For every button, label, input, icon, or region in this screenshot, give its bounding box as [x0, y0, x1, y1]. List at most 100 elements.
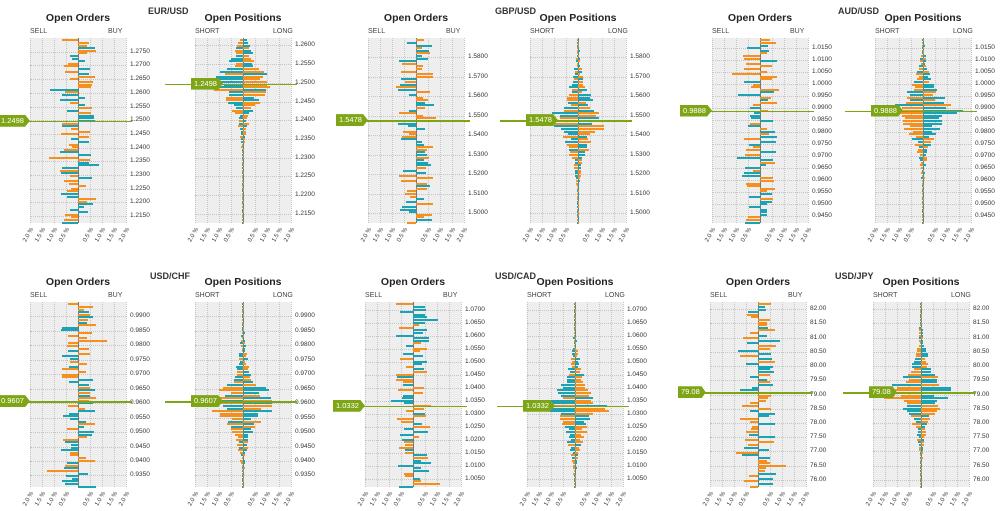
- short-label: SHORT: [527, 292, 552, 299]
- orders-bar: [760, 75, 777, 78]
- positions-bar: [243, 389, 270, 392]
- y-tick-label: 78.50: [973, 404, 990, 412]
- positions-bar: [575, 389, 588, 392]
- positions-bar: [921, 355, 928, 358]
- orders-bar: [760, 96, 771, 99]
- orders-bar: [402, 394, 413, 397]
- vertical-gridline: [602, 38, 603, 223]
- orders-bar: [70, 138, 78, 141]
- orders-bar: [748, 475, 758, 478]
- positions-bar: [923, 88, 938, 91]
- vertical-gridline: [428, 38, 429, 223]
- positions-bar: [575, 313, 577, 316]
- positions-bar: [575, 371, 580, 374]
- positions-bar: [921, 324, 923, 327]
- positions-bar: [243, 467, 245, 470]
- vertical-gridline: [452, 38, 453, 223]
- positions-bar: [233, 104, 243, 107]
- y-tick-label: 0.9900: [295, 312, 315, 320]
- positions-bar: [921, 373, 935, 376]
- positions-bar: [243, 200, 245, 203]
- positions-bar: [906, 91, 923, 94]
- positions-bar: [919, 326, 921, 329]
- vertical-gridline: [66, 38, 67, 223]
- positions-bar: [578, 117, 599, 120]
- orders-bar: [78, 318, 88, 321]
- positions-bar: [229, 60, 243, 63]
- vertical-gridline: [784, 38, 785, 223]
- orders-bar: [413, 467, 421, 470]
- orders-bar: [752, 146, 760, 149]
- vertical-gridline: [530, 38, 531, 223]
- vertical-gridline: [42, 302, 43, 487]
- positions-title: Open Positions: [536, 276, 614, 288]
- orders-bar: [49, 88, 78, 91]
- positions-bar: [243, 177, 244, 180]
- orders-bar: [71, 57, 78, 60]
- positions-bar: [575, 376, 582, 379]
- positions-bar: [921, 480, 923, 483]
- orders-bar: [416, 57, 429, 60]
- positions-bar: [923, 67, 928, 70]
- positions-bar: [575, 464, 577, 467]
- vertical-gridline: [959, 38, 960, 223]
- y-tick-label: 0.9600: [975, 175, 995, 183]
- positions-bar: [575, 358, 580, 361]
- positions-bar: [238, 352, 243, 355]
- positions-bar: [902, 114, 923, 117]
- positions-bar: [923, 60, 927, 63]
- orders-bar: [753, 169, 760, 172]
- vertical-gridline: [90, 38, 91, 223]
- orders-bar: [78, 161, 89, 164]
- orders-bar: [745, 430, 758, 433]
- y-tick-label: 0.9600: [295, 399, 315, 407]
- positions-bar: [921, 417, 930, 420]
- orders-bar: [68, 62, 78, 65]
- orders-bar: [405, 365, 413, 368]
- orders-bar: [416, 39, 425, 42]
- positions-bar: [919, 159, 923, 162]
- positions-bar: [243, 112, 249, 115]
- positions-bar: [922, 190, 923, 193]
- positions-bar: [923, 104, 951, 107]
- orders-bar: [395, 86, 416, 89]
- positions-bar: [229, 94, 243, 97]
- positions-bar: [568, 428, 575, 431]
- y-tick-label: 0.9750: [975, 139, 995, 147]
- y-tick-label: 1.0100: [975, 55, 995, 63]
- y-tick-label: 1.5500: [468, 111, 488, 119]
- positions-bar: [914, 88, 923, 91]
- orders-bar: [748, 125, 760, 128]
- y-tick-label: 0.9800: [812, 127, 832, 135]
- positions-bar: [921, 397, 949, 400]
- orders-bar: [64, 148, 78, 151]
- positions-bar: [919, 67, 923, 70]
- positions-bar: [563, 107, 578, 110]
- orders-bar: [402, 352, 413, 355]
- positions-bar: [239, 446, 243, 449]
- positions-bar: [923, 112, 958, 115]
- positions-bar: [575, 420, 584, 423]
- orders-bar: [739, 417, 758, 420]
- positions-bar: [921, 216, 923, 219]
- positions-bar: [923, 73, 930, 76]
- positions-bar: [570, 104, 578, 107]
- orders-bar: [78, 352, 90, 355]
- positions-bar: [575, 324, 576, 327]
- orders-bar: [78, 41, 89, 44]
- positions-bar: [578, 193, 580, 196]
- orders-bar: [747, 313, 758, 316]
- positions-bar: [576, 180, 578, 182]
- positions-bar: [243, 376, 250, 379]
- orders-bar: [413, 459, 421, 462]
- positions-bar: [918, 446, 921, 449]
- positions-bar: [918, 156, 923, 159]
- positions-bar: [575, 368, 581, 371]
- long-label: LONG: [953, 28, 973, 35]
- positions-bar: [576, 65, 578, 68]
- positions-bar: [923, 83, 935, 86]
- orders-bar: [398, 122, 416, 125]
- positions-bar: [919, 342, 921, 345]
- orders-bar: [409, 195, 416, 198]
- positions-bar: [219, 389, 243, 392]
